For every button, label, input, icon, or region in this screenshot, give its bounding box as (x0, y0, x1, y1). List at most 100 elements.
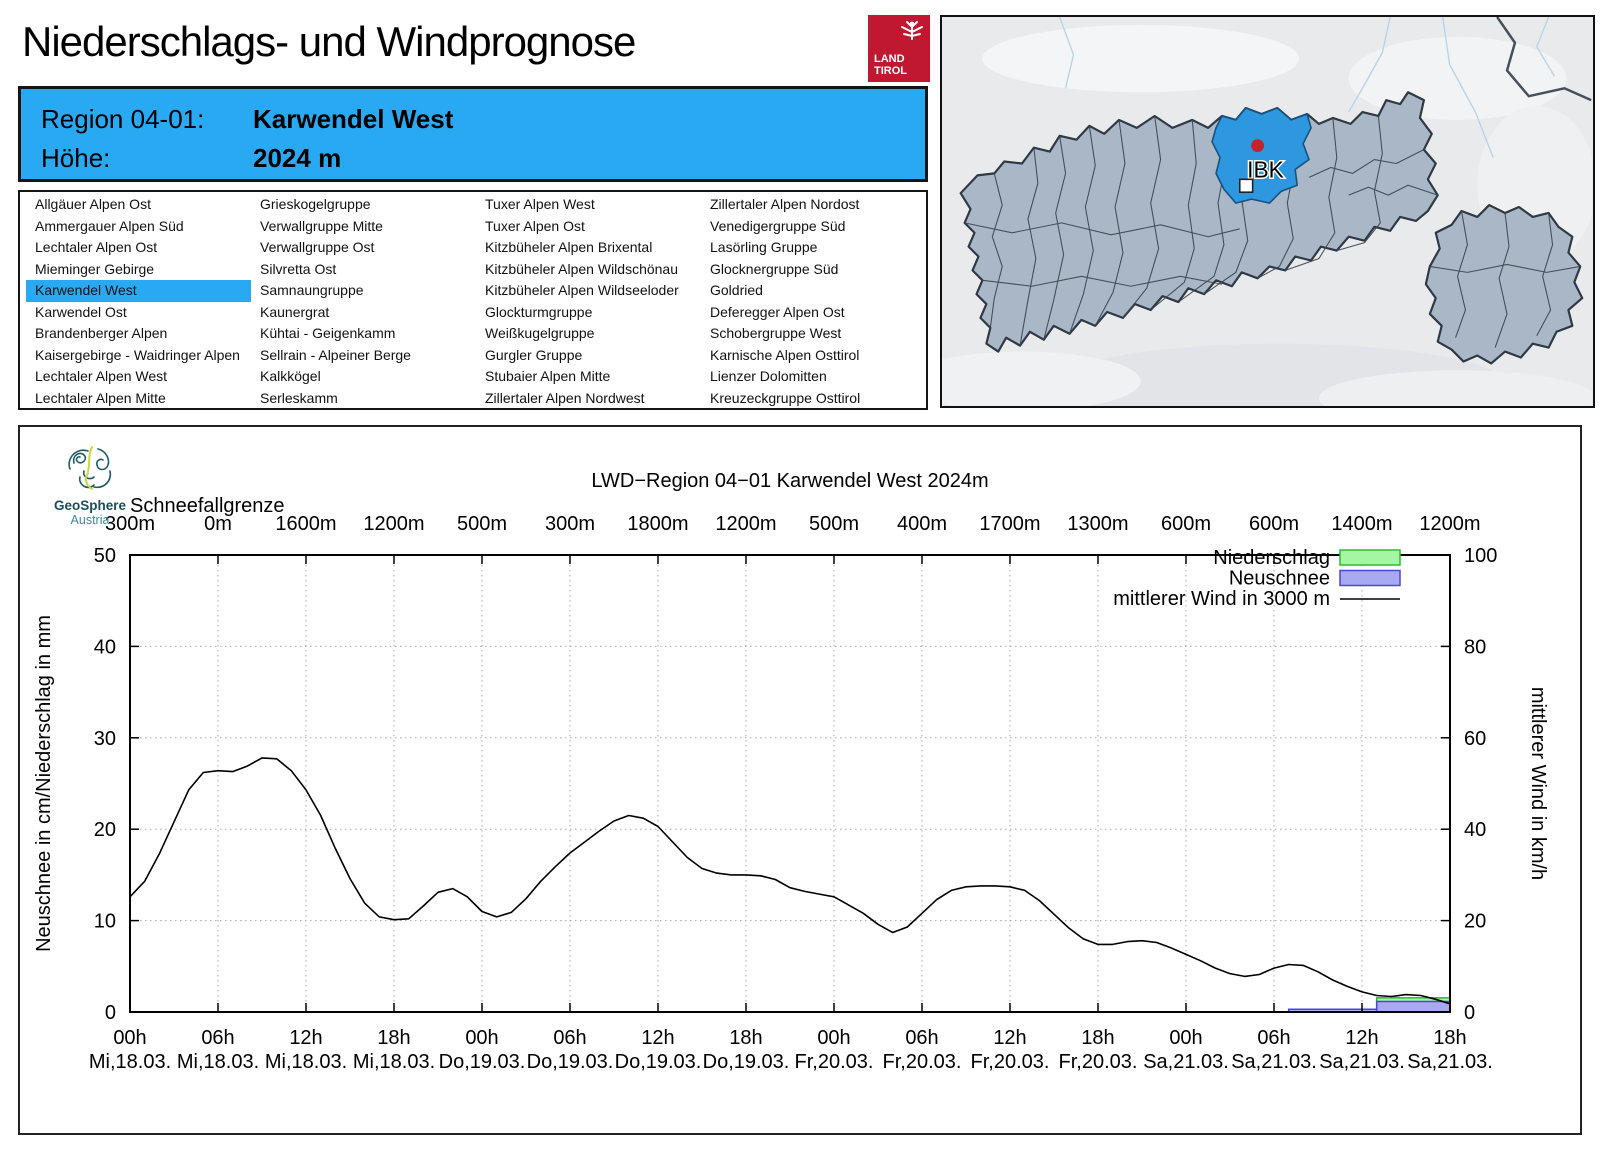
region-list-item[interactable]: Ammergauer Alpen Süd (35, 217, 184, 234)
x-hour-label: 12h (993, 1027, 1026, 1049)
legend-swatch (1339, 569, 1401, 587)
x-hour-label: 18h (377, 1027, 410, 1049)
map-north-tyrol[interactable] (959, 91, 1439, 353)
region-list-item[interactable]: Karnische Alpen Osttirol (710, 346, 860, 363)
region-list-item[interactable]: Lechtaler Alpen Mitte (35, 389, 166, 406)
y-left-axis-title: Neuschnee in cm/Niederschlag in mm (33, 615, 55, 952)
snowline-value: 1400m (1331, 513, 1392, 535)
region-list-item[interactable]: Verwallgruppe Ost (260, 239, 375, 255)
region-list: Allgäuer Alpen Ost Ammergauer Alpen Süd Le… (18, 190, 928, 410)
region-list-item[interactable]: Venedigergruppe Süd (710, 217, 846, 234)
snowline-value: 300m (105, 513, 155, 535)
x-hour-label: 18h (729, 1027, 762, 1049)
x-hour-label: 06h (201, 1027, 234, 1049)
bar-neuschnee (1375, 1000, 1451, 1013)
region-list-item[interactable]: Weißkugelgruppe (485, 325, 595, 341)
region-list-item[interactable]: Lechtaler Alpen Ost (35, 239, 158, 255)
x-date-label: Do,19.03. (615, 1051, 702, 1073)
landtirol-text-line2: TIROL (874, 65, 907, 77)
plot-border (129, 554, 1451, 1013)
region-list-column: Tuxer Alpen West Tuxer Alpen Ost Kitzbühel… (476, 194, 701, 408)
region-list-item[interactable]: Kaunergrat (260, 303, 330, 320)
region-list-item[interactable]: Brandenberger Alpen (35, 325, 168, 341)
region-header: Region 04-01: Karwendel West Höhe: 2024 … (18, 86, 928, 182)
map-highlight-karwendel-west[interactable] (1211, 107, 1312, 204)
geosphere-logo-icon (68, 446, 112, 490)
region-list-item[interactable]: Allgäuer Alpen Ost (35, 196, 151, 212)
snowline-value: 300m (545, 513, 595, 535)
region-list-item[interactable]: Lienzer Dolomitten (710, 368, 827, 384)
y-right-tick-label: 100 (1464, 545, 1497, 567)
region-list-item[interactable]: Tuxer Alpen Ost (485, 217, 585, 234)
y-left-tick-label: 20 (94, 819, 116, 841)
innsbruck-marker (1238, 178, 1254, 193)
y-right-tick-label: 60 (1464, 728, 1486, 750)
region-list-item[interactable]: Glocknergruppe Süd (710, 260, 839, 277)
snowline-value: 1200m (715, 513, 776, 535)
landtirol-text-line1: LAND (874, 53, 905, 65)
region-list-item[interactable]: Schobergruppe West (710, 325, 842, 341)
region-list-item[interactable]: Tuxer Alpen West (485, 196, 595, 212)
y-left-tick-label: 50 (94, 545, 116, 567)
x-hour-label: 12h (641, 1027, 674, 1049)
region-list-item[interactable]: Kitzbüheler Alpen Wildschönau (485, 260, 679, 277)
region-list-item[interactable]: Kalkkögel (260, 368, 321, 384)
snowline-value: 1600m (275, 513, 336, 535)
y-right-tick-label: 40 (1464, 819, 1486, 841)
x-date-label: Sa,21.03. (1143, 1051, 1229, 1073)
region-list-item[interactable]: Kitzbüheler Alpen Wildseeloder (485, 282, 679, 298)
y-right-tick-label: 0 (1464, 1002, 1475, 1024)
region-list-item[interactable]: Kitzbüheler Alpen Brixental (485, 239, 653, 255)
region-list-item[interactable]: Gurgler Gruppe (485, 346, 583, 363)
region-list-item[interactable]: Kaisergebirge - Waidringer Alpen (35, 346, 240, 363)
region-list-item[interactable]: Serleskamm (260, 389, 338, 406)
region-list-column: Allgäuer Alpen Ost Ammergauer Alpen Süd Le… (26, 194, 251, 408)
y-left-tick-label: 0 (105, 1002, 116, 1024)
region-list-item[interactable]: Sellrain - Alpeiner Berge (260, 346, 411, 363)
snowline-value: 1200m (363, 513, 424, 535)
region-value: Karwendel West (253, 104, 454, 134)
region-list-column: Grieskogelgruppe Verwallgruppe Mitte Verwa… (251, 194, 476, 408)
snowline-value: 600m (1161, 513, 1211, 535)
region-list-item[interactable]: Karwendel Ost (35, 303, 127, 320)
x-hour-label: 06h (1257, 1027, 1290, 1049)
region-list-item[interactable]: Mieminger Gebirge (35, 260, 155, 277)
region-list-item[interactable]: Kühtai - Geigenkamm (260, 325, 396, 341)
region-list-item[interactable]: Zillertaler Alpen Nordost (710, 196, 860, 212)
forecast-chart-panel: GeoSphere Austria LWD−Region 04−01 Karwe… (18, 425, 1582, 1135)
x-hour-label: 18h (1433, 1027, 1466, 1049)
y-left-tick-label: 10 (94, 911, 116, 933)
legend-label: Niederschlag (1213, 547, 1330, 569)
snowline-value: 500m (457, 513, 507, 535)
region-list-item[interactable]: Stubaier Alpen Mitte (485, 368, 611, 384)
x-date-label: Mi,18.03. (177, 1051, 259, 1073)
region-list-item[interactable]: Verwallgruppe Mitte (260, 217, 383, 234)
snowline-value: 1700m (979, 513, 1040, 535)
y-right-tick-label: 80 (1464, 636, 1486, 658)
region-list-item[interactable]: Lechtaler Alpen West (35, 368, 168, 384)
region-list-item[interactable]: Samnaungruppe (260, 282, 364, 298)
x-date-label: Fr,20.03. (883, 1051, 962, 1073)
legend-label: Neuschnee (1229, 568, 1330, 590)
legend-label: mittlerer Wind in 3000 m (1113, 588, 1330, 610)
tyrol-region-map[interactable]: IBK (940, 15, 1595, 408)
region-list-item[interactable]: Zillertaler Alpen Nordwest (485, 389, 645, 406)
region-list-item[interactable]: Deferegger Alpen Ost (710, 303, 845, 320)
region-list-column: Zillertaler Alpen Nordost Venedigergruppe… (701, 194, 926, 408)
snowline-value: 500m (809, 513, 859, 535)
landtirol-logo: LAND TIROL (868, 15, 930, 82)
region-list-item[interactable]: Grieskogelgruppe (260, 196, 371, 212)
region-list-item[interactable]: Glockturmgruppe (485, 303, 593, 320)
region-list-item[interactable]: Silvretta Ost (260, 260, 337, 277)
region-label: Region 04-01: (41, 104, 205, 134)
geosphere-logo: GeoSphere Austria (40, 443, 140, 527)
region-list-item[interactable]: Karwendel West (26, 280, 251, 302)
region-list-item[interactable]: Goldried (710, 282, 763, 298)
y-left-tick-label: 30 (94, 728, 116, 750)
region-list-item[interactable]: Kreuzeckgruppe Osttirol (710, 389, 861, 406)
map-svg: IBK (942, 17, 1593, 406)
snowline-label: Schneefallgrenze (130, 495, 285, 517)
region-list-item[interactable]: Lasörling Gruppe (710, 239, 818, 255)
snowline-value: 400m (897, 513, 947, 535)
